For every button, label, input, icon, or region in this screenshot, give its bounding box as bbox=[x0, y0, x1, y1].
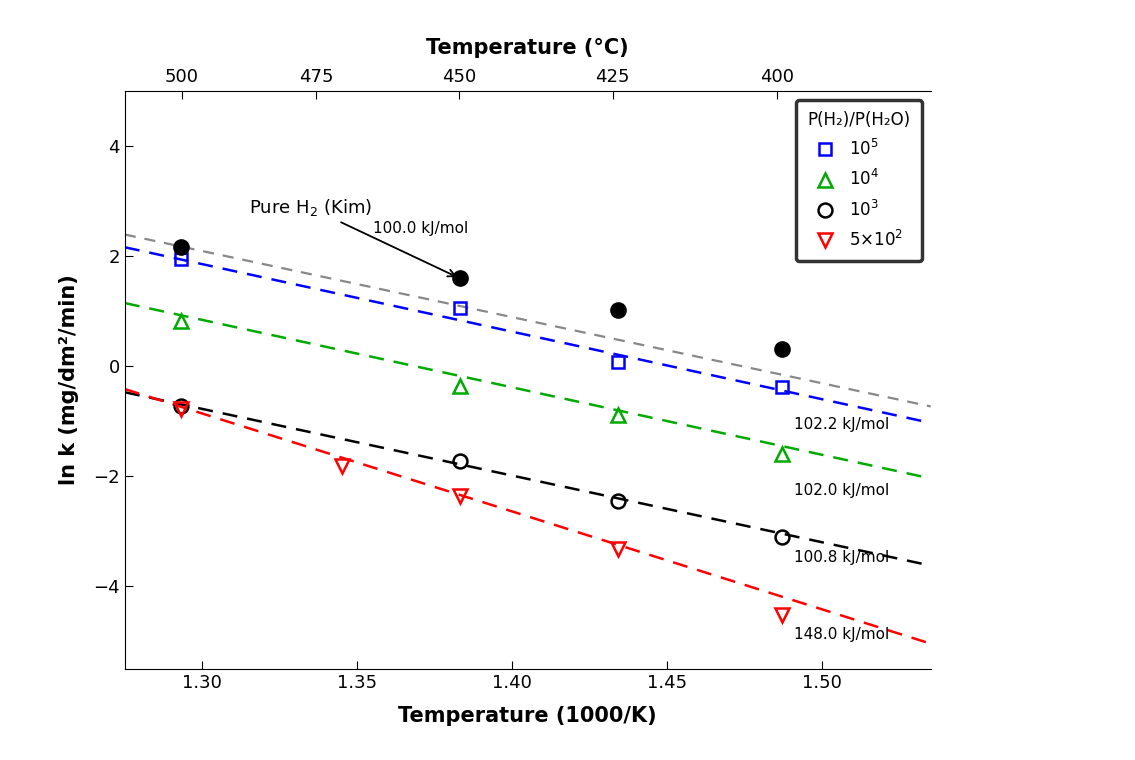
Text: 100.0 kJ/mol: 100.0 kJ/mol bbox=[372, 221, 468, 236]
Text: Pure H$_2$ (Kim): Pure H$_2$ (Kim) bbox=[249, 198, 455, 277]
Text: 102.2 kJ/mol: 102.2 kJ/mol bbox=[794, 416, 890, 432]
Y-axis label: ln k (mg/dm²/min): ln k (mg/dm²/min) bbox=[59, 274, 79, 486]
Text: 100.8 kJ/mol: 100.8 kJ/mol bbox=[794, 550, 890, 565]
Text: 102.0 kJ/mol: 102.0 kJ/mol bbox=[794, 483, 890, 498]
Legend: $10^5$, $10^4$, $10^3$, $5{\times}10^2$: $10^5$, $10^4$, $10^3$, $5{\times}10^2$ bbox=[796, 100, 923, 261]
X-axis label: Temperature (°C): Temperature (°C) bbox=[427, 39, 629, 59]
Text: 148.0 kJ/mol: 148.0 kJ/mol bbox=[794, 627, 890, 642]
X-axis label: Temperature (1000/K): Temperature (1000/K) bbox=[398, 705, 657, 726]
